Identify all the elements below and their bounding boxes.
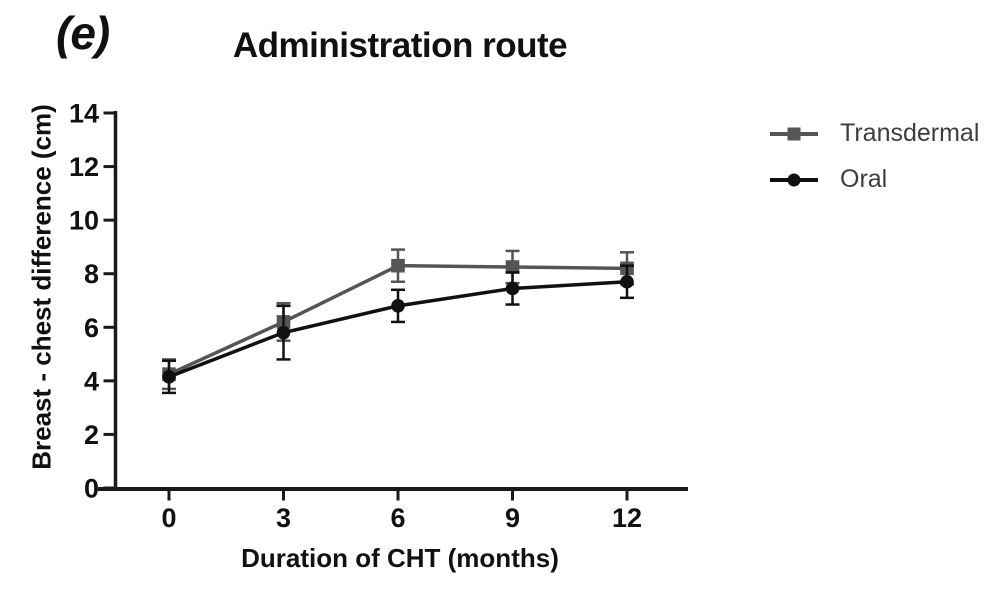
marker-circle-oral: [505, 281, 520, 296]
y-tick-label: 4: [84, 366, 99, 396]
x-tick-label: 3: [276, 503, 291, 533]
y-tick-label: 6: [84, 313, 99, 343]
y-tick-label: 8: [84, 259, 99, 289]
y-tick-label: 14: [69, 99, 99, 129]
legend-item-oral: Oral: [770, 167, 979, 192]
marker-circle-oral: [162, 370, 176, 384]
legend-label-oral: Oral: [840, 165, 888, 193]
legend-item-transdermal: Transdermal: [770, 121, 979, 146]
x-tick-label: 9: [505, 503, 520, 533]
marker-square-transdermal: [505, 260, 520, 274]
x-axis-title: Duration of CHT (months): [241, 543, 559, 573]
y-tick-label: 12: [69, 152, 99, 182]
marker-circle-oral: [276, 325, 291, 340]
legend: Transdermal Oral: [770, 121, 979, 192]
y-tick-label: 2: [84, 420, 99, 450]
oral-circle-marker-icon: [770, 173, 818, 186]
x-tick-label: 6: [390, 503, 405, 533]
marker-circle-oral: [391, 299, 405, 313]
x-tick-label: 12: [612, 503, 642, 533]
legend-label-transdermal: Transdermal: [840, 119, 980, 147]
transdermal-square-marker-icon: [770, 127, 818, 140]
x-tick-label: 0: [161, 503, 176, 533]
y-tick-label: 10: [69, 206, 99, 236]
panel-label: (e): [56, 7, 110, 59]
marker-square-transdermal: [391, 258, 405, 273]
chart-title: Administration route: [232, 26, 568, 65]
y-tick-label: 0: [84, 474, 99, 504]
marker-circle-oral: [620, 274, 634, 289]
